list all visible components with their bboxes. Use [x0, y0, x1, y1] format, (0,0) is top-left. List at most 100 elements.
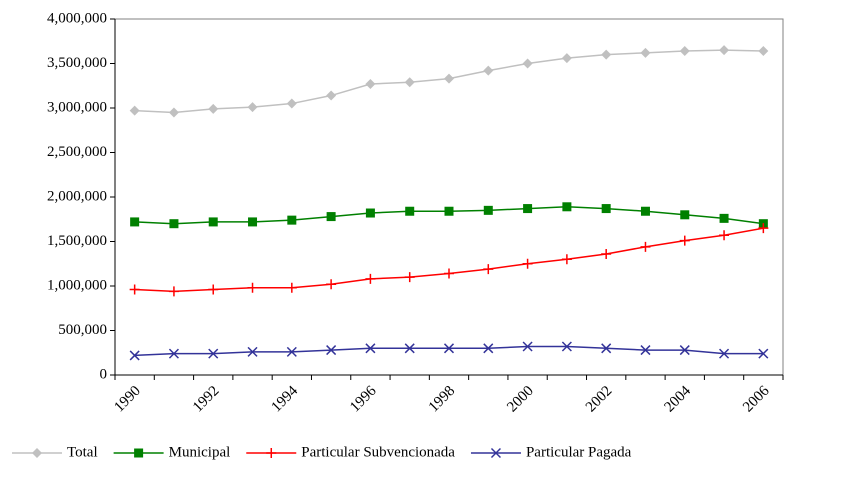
marker [326, 345, 337, 356]
marker [601, 343, 612, 354]
legend-item: Particular Subvencionada [246, 444, 455, 460]
marker [561, 53, 572, 64]
marker [248, 217, 258, 227]
marker [719, 45, 730, 56]
legend-label: Total [67, 444, 98, 460]
marker [247, 282, 258, 293]
marker [679, 235, 690, 246]
marker [287, 215, 297, 225]
marker [129, 105, 140, 116]
x-tick-label: 1994 [269, 383, 302, 416]
legend-item: Particular Pagada [470, 444, 632, 460]
marker [247, 102, 258, 113]
marker [758, 46, 769, 57]
marker [490, 447, 501, 459]
marker [168, 348, 179, 359]
y-tick-label: 2,000,000 [47, 188, 107, 204]
marker [247, 346, 258, 357]
marker [444, 268, 454, 279]
plot-area [114, 18, 784, 376]
y-tick-label: 1,000,000 [47, 277, 107, 293]
marker [601, 248, 612, 259]
marker [640, 206, 650, 216]
x-tick-label: 1992 [190, 383, 223, 416]
marker [266, 448, 277, 458]
marker [522, 58, 533, 69]
marker [680, 210, 690, 220]
marker [130, 217, 140, 227]
marker [168, 286, 179, 297]
marker [208, 103, 219, 114]
x-tick-label: 2002 [583, 383, 616, 416]
marker [365, 78, 376, 89]
marker [286, 98, 297, 109]
marker [365, 343, 376, 354]
legend-item: Municipal [113, 444, 231, 460]
marker [601, 49, 612, 60]
marker [365, 208, 375, 218]
legend-item: Total [12, 444, 98, 460]
marker [326, 90, 337, 101]
marker [719, 230, 730, 241]
marker [208, 217, 218, 227]
x-tick-label: 1998 [426, 383, 459, 416]
x-tick-label: 2000 [504, 383, 537, 416]
x-tick-label: 2004 [661, 383, 694, 416]
marker [523, 204, 533, 214]
y-tick-label: 1,500,000 [47, 233, 107, 249]
marker [640, 345, 651, 356]
marker [326, 212, 336, 222]
legend-label: Particular Pagada [526, 444, 632, 460]
y-tick-label: 0 [100, 366, 108, 382]
marker [286, 282, 297, 293]
marker [404, 77, 415, 88]
marker [561, 254, 572, 265]
marker [129, 284, 140, 295]
marker [719, 213, 729, 223]
marker [286, 346, 297, 357]
marker [758, 223, 769, 234]
marker [483, 65, 494, 76]
marker [522, 258, 533, 269]
marker [679, 46, 690, 57]
marker [444, 206, 454, 216]
marker [561, 341, 572, 352]
y-tick-label: 3,000,000 [47, 99, 107, 115]
marker [326, 279, 337, 290]
y-tick-label: 500,000 [58, 322, 107, 338]
marker [640, 47, 651, 58]
marker [483, 205, 493, 215]
marker [640, 241, 651, 252]
marker [601, 204, 611, 214]
legend-label: Municipal [169, 444, 231, 460]
y-tick-label: 4,000,000 [47, 10, 107, 26]
marker [522, 341, 533, 352]
legend-label: Particular Subvencionada [301, 444, 455, 460]
y-tick-label: 2,500,000 [47, 144, 107, 160]
marker [443, 343, 455, 354]
marker [483, 343, 494, 354]
marker [168, 107, 179, 118]
marker [129, 350, 140, 361]
marker [208, 284, 219, 295]
marker [562, 202, 572, 212]
marker [405, 206, 415, 216]
marker [758, 348, 769, 359]
series-line [134, 227, 764, 293]
marker [679, 345, 690, 356]
marker [169, 219, 179, 229]
marker [365, 273, 376, 284]
marker [483, 264, 494, 275]
marker [134, 448, 144, 458]
y-tick-label: 3,500,000 [47, 55, 107, 71]
marker [404, 343, 415, 354]
marker [208, 348, 219, 359]
marker [32, 448, 42, 458]
x-tick-label: 1996 [347, 383, 380, 416]
marker [404, 272, 415, 283]
marker [444, 73, 454, 84]
x-tick-label: 1990 [111, 383, 144, 416]
x-tick-label: 2006 [740, 383, 773, 416]
marker [719, 348, 730, 359]
